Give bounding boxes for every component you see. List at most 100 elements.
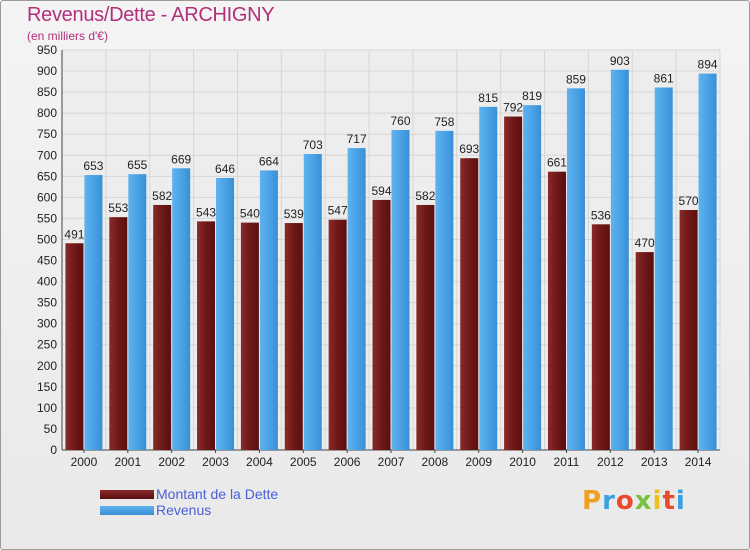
revenue-value-label: 646 <box>215 162 235 176</box>
x-tick-label: 2009 <box>465 455 492 469</box>
debt-value-label: 553 <box>108 201 128 215</box>
debt-bar <box>240 222 259 450</box>
labels-layer: 0 50 100 150 200 250 300 350 400 450 500 550 600 650 7… <box>37 43 718 469</box>
y-tick-label: 250 <box>37 338 57 352</box>
legend-item-debt: Montant de la Dette <box>100 486 278 502</box>
logo-letter: x <box>634 486 653 516</box>
legend: Montant de la Dette Revenus <box>100 486 278 518</box>
revenue-bar <box>566 88 585 450</box>
debt-value-label: 570 <box>679 194 699 208</box>
revenue-bar <box>84 175 103 451</box>
revenue-bar <box>172 168 191 450</box>
y-tick-label: 750 <box>37 127 57 141</box>
legend-label-revenue: Revenus <box>156 502 212 518</box>
logo-letter: i <box>675 486 686 516</box>
chart-title: Revenus/Dette - ARCHIGNY <box>27 4 275 26</box>
y-tick-label: 300 <box>37 317 57 331</box>
debt-value-label: 470 <box>635 236 655 250</box>
x-tick-label: 2012 <box>597 455 624 469</box>
y-tick-label: 900 <box>37 64 57 78</box>
revenue-bar <box>259 170 278 450</box>
revenue-value-label: 664 <box>259 154 279 168</box>
debt-value-label: 582 <box>415 189 435 203</box>
debt-bar <box>679 210 698 450</box>
revenue-value-label: 669 <box>171 152 191 166</box>
legend-swatch-revenue <box>100 505 154 515</box>
chart-subtitle: (en milliers d'€) <box>27 29 108 43</box>
debt-bar <box>591 224 610 450</box>
y-tick-label: 500 <box>37 232 57 246</box>
logo-letter: t <box>662 486 676 516</box>
revenue-bar <box>610 69 629 450</box>
revenue-value-label: 894 <box>698 58 718 72</box>
y-tick-label: 600 <box>37 190 57 204</box>
revenue-value-label: 903 <box>610 54 630 68</box>
y-tick-label: 200 <box>37 359 57 373</box>
x-tick-label: 2004 <box>246 455 273 469</box>
x-tick-label: 2014 <box>685 455 712 469</box>
y-tick-label: 400 <box>37 275 57 289</box>
x-tick-label: 2008 <box>422 455 449 469</box>
debt-bar <box>109 217 128 450</box>
x-tick-label: 2011 <box>554 455 580 469</box>
debt-bar <box>416 204 435 450</box>
debt-bar <box>284 223 303 450</box>
debt-bar <box>372 199 391 450</box>
revenue-bar <box>654 87 673 450</box>
revenue-value-label: 717 <box>347 132 367 146</box>
revenue-bar <box>128 174 147 451</box>
debt-bar <box>153 204 172 450</box>
revenue-value-label: 653 <box>83 159 103 173</box>
x-tick-label: 2010 <box>509 455 536 469</box>
legend-item-revenue: Revenus <box>100 502 278 518</box>
y-tick-label: 800 <box>37 106 57 120</box>
revenue-value-label: 861 <box>654 71 674 85</box>
y-tick-label: 550 <box>37 211 57 225</box>
revenue-value-label: 859 <box>566 72 586 86</box>
y-tick-label: 950 <box>37 43 57 57</box>
revenue-value-label: 819 <box>522 89 542 103</box>
revenue-bar <box>347 148 366 450</box>
debt-bar <box>65 243 84 450</box>
revenue-bar <box>391 130 410 450</box>
revenue-value-label: 760 <box>390 114 410 128</box>
x-tick-label: 2001 <box>114 455 141 469</box>
logo-letter: P <box>582 486 603 516</box>
bars-layer <box>65 69 717 451</box>
debt-bar <box>635 252 654 450</box>
debt-bar <box>197 221 216 450</box>
legend-label-debt: Montant de la Dette <box>156 486 279 502</box>
revenue-bar <box>523 105 542 450</box>
grid-layer <box>61 49 721 453</box>
debt-value-label: 539 <box>284 207 304 221</box>
y-tick-label: 0 <box>50 443 57 457</box>
y-tick-label: 450 <box>37 254 57 268</box>
revenue-bar <box>479 106 498 450</box>
debt-value-label: 540 <box>240 207 260 221</box>
y-tick-label: 50 <box>44 422 58 436</box>
debt-value-label: 792 <box>503 101 523 115</box>
x-tick-label: 2003 <box>202 455 229 469</box>
legend-swatch-debt <box>100 489 154 499</box>
debt-bar <box>547 171 566 450</box>
revenue-bar <box>303 154 322 450</box>
debt-bar <box>460 158 479 451</box>
debt-value-label: 536 <box>591 208 611 222</box>
debt-value-label: 582 <box>152 189 172 203</box>
revenue-value-label: 703 <box>303 138 323 152</box>
debt-value-label: 594 <box>371 184 391 198</box>
debt-bar <box>504 116 523 451</box>
x-tick-label: 2000 <box>71 455 98 469</box>
y-tick-label: 650 <box>37 169 57 183</box>
y-tick-label: 150 <box>37 380 57 394</box>
debt-bar <box>328 219 347 450</box>
revenue-bar <box>698 73 717 450</box>
proxiti-logo: Proxiti <box>582 486 686 516</box>
debt-value-label: 693 <box>459 142 479 156</box>
x-tick-label: 2005 <box>290 455 317 469</box>
x-tick-label: 2002 <box>158 455 185 469</box>
x-tick-label: 2013 <box>641 455 668 469</box>
y-tick-label: 850 <box>37 85 57 99</box>
y-tick-label: 700 <box>37 148 57 162</box>
